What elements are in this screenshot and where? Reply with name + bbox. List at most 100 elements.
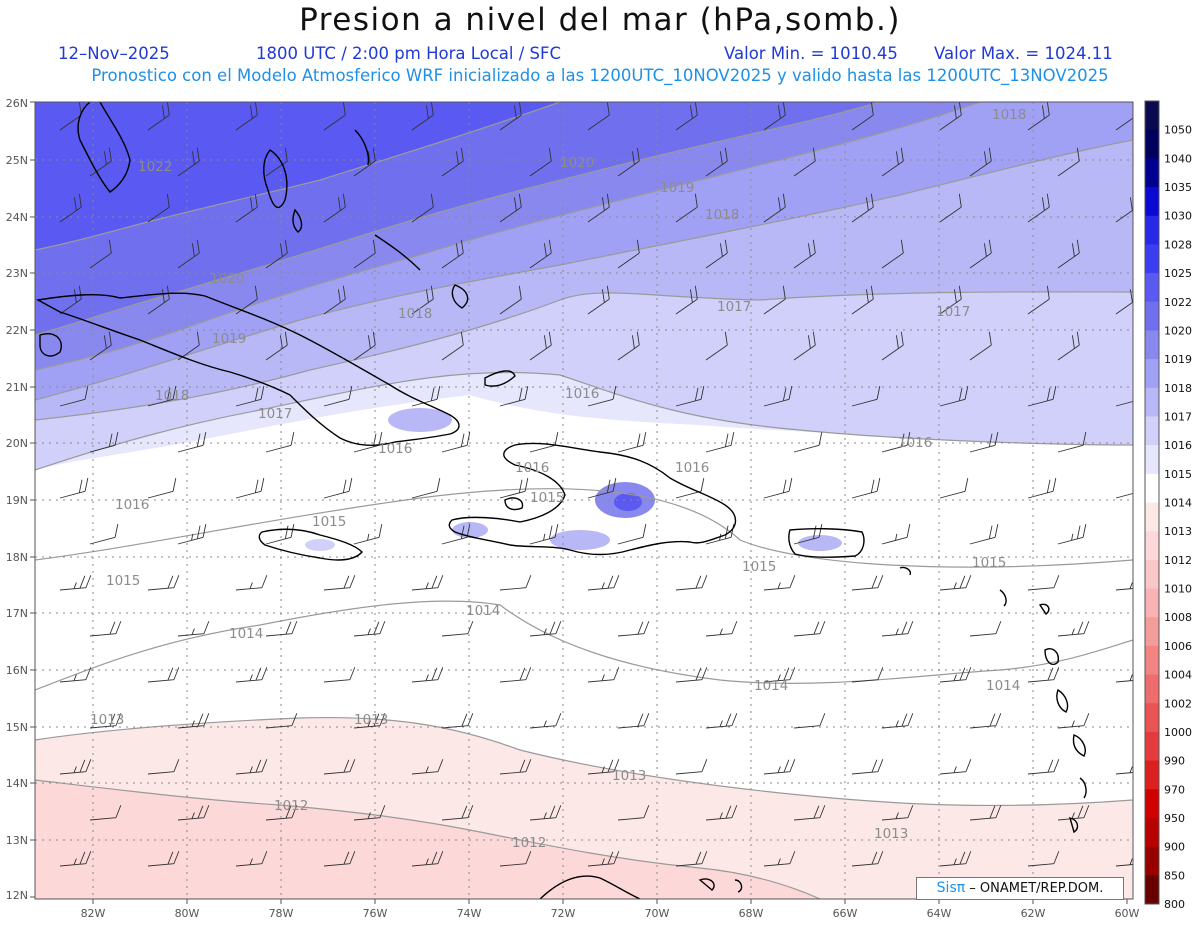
- lat-label: 12N: [6, 889, 28, 902]
- wind-barb: [411, 193, 434, 223]
- wind-barb: [1115, 674, 1133, 683]
- wind-barb: [939, 386, 969, 407]
- lon-label: 68W: [739, 907, 764, 920]
- colorbar-swatch: [1145, 674, 1159, 704]
- wind-barb: [235, 851, 268, 867]
- wind-barb: [587, 851, 620, 867]
- lon-label: 60W: [1115, 907, 1140, 920]
- wind-barb: [323, 575, 356, 591]
- lon-label: 62W: [1021, 907, 1046, 920]
- coast-florida: [77, 102, 131, 193]
- wind-barb: [763, 851, 796, 867]
- colorbar-swatch: [1145, 416, 1159, 446]
- isobar-label: 1015: [106, 573, 140, 589]
- wind-barb: [587, 667, 620, 683]
- isobar-label: 1016: [675, 460, 709, 476]
- wind-barb: [851, 478, 881, 499]
- isobar-label: 1016: [378, 441, 412, 457]
- wind-barb: [881, 713, 914, 729]
- isobar-label: 1018: [705, 207, 739, 223]
- wind-barb: [411, 478, 441, 499]
- wind-barb: [763, 759, 796, 775]
- isobar-label: 1019: [212, 331, 246, 347]
- colorbar-label: 1014: [1164, 497, 1192, 510]
- latitude-ticks: [30, 101, 35, 898]
- wind-barb: [969, 432, 999, 453]
- wind-barb: [969, 713, 1002, 729]
- wind-barb: [59, 759, 92, 775]
- wind-barb: [323, 386, 353, 407]
- colorbar-swatch: [1145, 789, 1159, 819]
- wind-barb: [675, 285, 698, 315]
- wind-barb: [617, 239, 640, 269]
- wind-barb: [881, 147, 904, 177]
- max-value: Valor Max. = 1024.11: [934, 44, 1113, 63]
- wind-barb: [793, 524, 823, 545]
- wind-barb: [1027, 575, 1060, 591]
- colorbar-swatch: [1145, 301, 1159, 331]
- isobar-label: 1018: [155, 388, 189, 404]
- isobar-label: 1014: [754, 678, 788, 694]
- colorbar-label: 1020: [1164, 324, 1192, 337]
- wind-barb: [353, 524, 383, 545]
- wind-barb: [617, 331, 640, 361]
- wind-barb: [411, 759, 444, 775]
- wind-barb: [851, 575, 884, 591]
- lon-label: 80W: [175, 907, 200, 920]
- wind-barb: [1115, 398, 1133, 407]
- wind-barb: [617, 621, 650, 637]
- wind-barb: [1057, 432, 1087, 453]
- wind-barb: [675, 478, 705, 499]
- colorbar-swatch: [1145, 531, 1159, 561]
- wind-barb: [881, 524, 911, 545]
- wind-barb: [617, 432, 647, 453]
- wind-barb: [59, 478, 89, 499]
- wind-barb: [1027, 667, 1060, 683]
- wind-barb: [851, 386, 881, 407]
- wind-barb: [1115, 858, 1133, 867]
- wind-barb: [177, 524, 207, 545]
- credit-box: Sisπ – ONAMET/REP.DOM.: [916, 877, 1124, 900]
- isobar-lines: [35, 102, 1133, 899]
- wind-barb: [265, 713, 298, 729]
- wind-barb: [881, 239, 904, 269]
- colorbar-swatch: [1145, 445, 1159, 475]
- wind-barb: [265, 331, 288, 361]
- wind-barb: [705, 621, 738, 637]
- wind-barb: [851, 851, 884, 867]
- colorbar-label: 1010: [1164, 583, 1192, 596]
- wind-barb: [441, 432, 471, 453]
- wind-barb: [177, 713, 210, 729]
- isobar-label: 1013: [612, 768, 646, 784]
- colorbar-label: 990: [1164, 755, 1185, 768]
- isobar-labels: 1022 1020 1019 1018 1020 1019 1018 1018 …: [90, 107, 1026, 851]
- wind-barb: [939, 759, 972, 775]
- wind-barb: [353, 713, 386, 729]
- wind-barb: [89, 713, 122, 729]
- colorbar-label: 1012: [1164, 554, 1192, 567]
- wind-barb: [59, 575, 92, 591]
- wind-barb: [793, 331, 816, 361]
- wind-barb: [939, 102, 962, 131]
- wind-barb: [323, 667, 356, 683]
- lat-label: 20N: [6, 437, 28, 450]
- isobar-label: 1017: [936, 304, 970, 320]
- wind-barb: [763, 193, 786, 223]
- colorbar-label: 800: [1164, 898, 1185, 911]
- wind-barb: [529, 147, 552, 177]
- colorbar-swatch: [1145, 101, 1159, 131]
- colorbar-swatch: [1145, 875, 1159, 905]
- colorbar-swatch: [1145, 473, 1159, 503]
- wind-barb: [793, 621, 826, 637]
- colorbar-swatch: [1145, 645, 1159, 676]
- wind-barb: [1027, 851, 1060, 867]
- wind-barb: [587, 102, 610, 131]
- band-1022: [35, 102, 560, 250]
- wind-barb: [323, 851, 356, 867]
- lat-label: 26N: [6, 97, 28, 110]
- wind-barb: [793, 432, 823, 453]
- wind-barb: [675, 851, 708, 867]
- wind-barb: [499, 386, 529, 407]
- wind-barb: [353, 239, 376, 269]
- colorbar-label: 1028: [1164, 238, 1192, 251]
